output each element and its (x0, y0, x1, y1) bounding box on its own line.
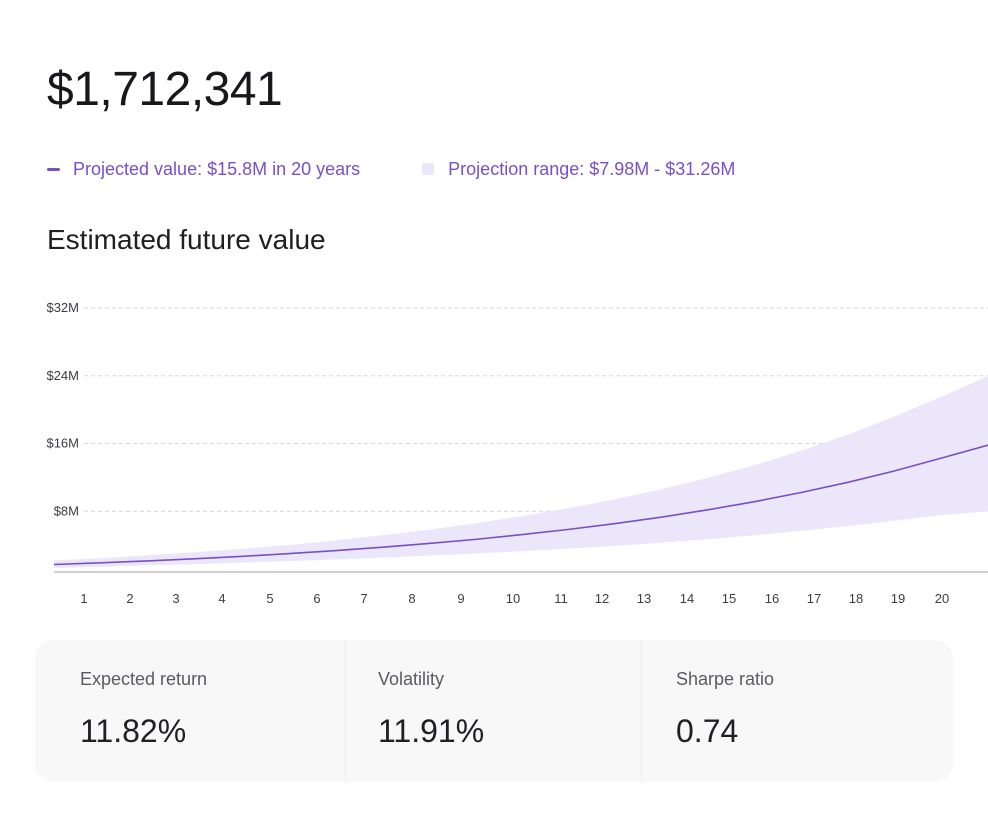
projection-chart: $8M$16M$24M$32M 1 2 3 4 5 6 7 8 9 10 11 12 13 14 15 16 1… (46, 300, 988, 606)
y-tick-label: $24M (46, 368, 79, 383)
stat-value: 11.82% (80, 713, 187, 749)
x-tick-label: 13 (637, 591, 651, 606)
y-tick-label: $8M (54, 503, 79, 518)
stat-label: Volatility (378, 669, 445, 689)
x-tick-label: 18 (849, 591, 863, 606)
stat-sharpe-ratio: Sharpe ratio 0.74 (641, 640, 953, 782)
legend-item-projected: Projected value: $15.8M in 20 years (47, 157, 360, 181)
stat-volatility: Volatility 11.91% (345, 640, 641, 782)
x-axis-ticks: 1 2 3 4 5 6 7 8 9 10 11 12 13 14 15 16 17 18 19 20 (80, 591, 949, 606)
y-tick-label: $16M (46, 436, 79, 451)
y-tick-label: $32M (46, 300, 79, 315)
chart-title: Estimated future value (47, 224, 326, 255)
x-tick-label: 12 (595, 591, 609, 606)
chart-legend: Projected value: $15.8M in 20 years Proj… (47, 157, 797, 181)
projection-range-area (54, 375, 988, 568)
x-tick-label: 20 (935, 591, 949, 606)
x-tick-label: 8 (408, 591, 415, 606)
x-tick-label: 6 (313, 591, 320, 606)
stat-value: 0.74 (676, 713, 739, 749)
stat-label: Sharpe ratio (676, 669, 775, 689)
x-tick-label: 19 (891, 591, 905, 606)
projected-value-line (53, 444, 988, 566)
stats-card: Expected return 11.82% Volatility 11.91%… (35, 640, 953, 782)
x-tick-label: 4 (218, 591, 225, 606)
x-tick-label: 15 (722, 591, 736, 606)
legend-range-swatch (422, 163, 435, 175)
legend-item-range: Projection range: $7.98M - $31.26M (422, 157, 735, 181)
grid-lines (84, 307, 988, 512)
legend-projected-label: Projected value: $15.8M in 20 years (73, 159, 361, 179)
stat-label: Expected return (80, 669, 208, 689)
x-tick-label: 16 (765, 591, 779, 606)
x-tick-label: 7 (360, 591, 367, 606)
stat-value: 11.91% (378, 713, 485, 749)
x-tick-label: 17 (807, 591, 821, 606)
stat-expected-return: Expected return 11.82% (35, 640, 345, 782)
legend-line-swatch (47, 167, 60, 171)
x-tick-label: 3 (172, 591, 179, 606)
portfolio-value: $1,712,341 (47, 63, 283, 116)
x-tick-label: 1 (80, 591, 87, 606)
x-tick-label: 9 (457, 591, 464, 606)
y-axis-ticks: $8M $16M $24M $32M (46, 300, 79, 518)
x-tick-label: 11 (554, 591, 568, 606)
x-tick-label: 2 (126, 591, 133, 606)
x-tick-label: 14 (680, 591, 694, 606)
x-tick-label: 5 (266, 591, 273, 606)
x-tick-label: 10 (506, 591, 520, 606)
legend-range-label: Projection range: $7.98M - $31.26M (448, 159, 736, 179)
